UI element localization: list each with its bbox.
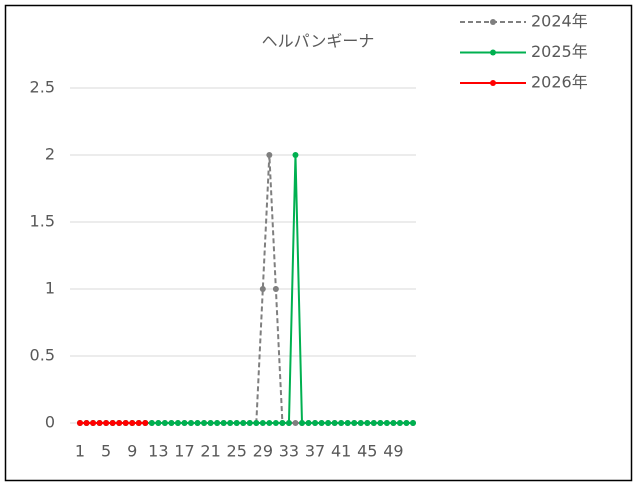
data-point [103, 420, 110, 426]
data-point [259, 286, 266, 292]
data-point [142, 420, 149, 426]
x-tick-label: 21 [200, 442, 220, 461]
y-tick-label: 0.5 [30, 346, 55, 365]
data-point [83, 420, 90, 426]
data-point [272, 286, 279, 292]
x-tick-label: 37 [305, 442, 325, 461]
data-point [410, 420, 416, 426]
y-tick-label: 0 [45, 413, 55, 432]
data-point [168, 420, 175, 426]
data-point [188, 420, 194, 426]
data-point [383, 420, 390, 426]
x-tick-label: 25 [227, 442, 247, 461]
y-tick-label: 2.5 [30, 78, 55, 97]
x-tick-label: 17 [174, 442, 194, 461]
x-tick-label: 33 [279, 442, 299, 461]
data-point [253, 420, 260, 426]
x-tick-label: 45 [357, 442, 377, 461]
data-point [390, 420, 397, 426]
data-point [77, 420, 83, 426]
y-tick-label: 1 [45, 279, 55, 298]
data-point [344, 420, 351, 426]
data-point [201, 420, 208, 426]
data-point [214, 420, 221, 426]
data-point [351, 420, 358, 426]
data-point [377, 420, 384, 426]
x-tick-label: 1 [75, 442, 85, 461]
x-tick-label: 29 [253, 442, 273, 461]
data-point [148, 420, 155, 426]
legend-label: 2026年 [531, 73, 588, 92]
data-point [96, 420, 103, 426]
chart-border [4, 4, 633, 482]
data-point [174, 420, 181, 426]
data-point [207, 420, 214, 426]
data-point [220, 420, 227, 426]
data-point [403, 420, 410, 426]
data-point [266, 152, 273, 158]
data-point [338, 420, 345, 426]
data-point [109, 420, 116, 426]
data-point [357, 420, 364, 426]
data-point [155, 420, 162, 426]
data-point [285, 420, 292, 426]
data-point [135, 420, 142, 426]
x-tick-label: 49 [383, 442, 403, 461]
data-point [90, 420, 97, 426]
x-tick-label: 5 [101, 442, 111, 461]
data-point [233, 420, 240, 426]
data-point [161, 420, 168, 426]
data-point [266, 420, 273, 426]
data-point [227, 420, 234, 426]
legend-marker [490, 19, 496, 25]
data-point [279, 420, 286, 426]
data-point [292, 420, 299, 426]
legend-marker [490, 80, 496, 86]
data-point [292, 152, 299, 158]
y-tick-label: 2 [45, 145, 55, 164]
data-point [246, 420, 253, 426]
data-point [240, 420, 247, 426]
data-point [299, 420, 305, 426]
data-point [259, 420, 266, 426]
data-point [325, 420, 332, 426]
data-point [305, 420, 312, 426]
data-point [396, 420, 403, 426]
legend-label: 2025年 [531, 42, 588, 61]
data-point [122, 420, 129, 426]
x-tick-label: 13 [148, 442, 168, 461]
data-point [312, 420, 319, 426]
legend-label: 2024年 [531, 12, 588, 31]
x-tick-label: 9 [127, 442, 137, 461]
chart-title: ヘルパンギーナ [262, 32, 375, 51]
legend-marker [490, 49, 496, 56]
data-point [364, 420, 371, 426]
x-tick-label: 41 [331, 442, 351, 461]
y-tick-label: 1.5 [30, 212, 55, 231]
data-point [318, 420, 325, 426]
data-point [116, 420, 123, 426]
data-point [181, 420, 188, 426]
data-point [370, 420, 377, 426]
data-point [194, 420, 201, 426]
data-point [272, 420, 279, 426]
data-point [331, 420, 338, 426]
data-point [129, 420, 136, 426]
